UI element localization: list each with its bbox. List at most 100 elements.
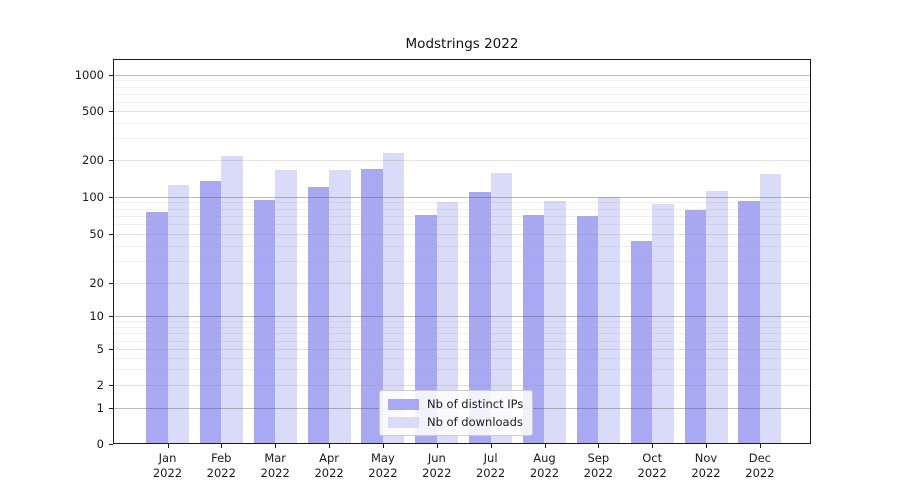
y-tick-label-500: 500 — [82, 104, 104, 119]
bar-downloads-nov — [706, 190, 728, 443]
gridline-8 — [114, 326, 810, 328]
y-tick-label-20: 20 — [89, 275, 104, 290]
y-tick-mark-0 — [109, 444, 113, 445]
x-tick-label-sep: Sep 2022 — [568, 451, 628, 480]
gridline-3 — [114, 369, 810, 371]
x-tick-month: Nov — [694, 451, 718, 465]
bar-distinct-ips-jul — [469, 191, 491, 443]
x-tick-mark-dec — [759, 444, 761, 448]
x-tick-year: 2022 — [529, 465, 560, 480]
y-tick-label-10: 10 — [89, 308, 104, 323]
plot-area: Nb of distinct IPs Nb of downloads — [113, 59, 811, 444]
bar-distinct-ips-sep — [576, 216, 599, 443]
x-tick-month: Feb — [211, 451, 232, 465]
gridline-60 — [114, 224, 810, 226]
x-tick-year: 2022 — [314, 465, 344, 480]
bar-distinct-ips-jan — [146, 212, 168, 443]
y-tick-label-2: 2 — [96, 378, 104, 392]
bar-distinct-ips-dec — [738, 200, 760, 443]
x-tick-month: Aug — [533, 451, 556, 465]
x-tick-year: 2022 — [368, 465, 398, 480]
x-tick-year: 2022 — [637, 465, 667, 480]
gridline-700 — [114, 93, 810, 95]
x-tick-label-aug: Aug 2022 — [515, 451, 575, 480]
x-tick-label-feb: Feb 2022 — [191, 451, 251, 480]
x-tick-year: 2022 — [422, 465, 452, 480]
x-tick-mark-may — [382, 444, 384, 448]
legend-label-downloads: Nb of downloads — [427, 415, 523, 429]
gridline-80 — [114, 208, 810, 210]
legend-swatch-downloads — [388, 416, 419, 428]
y-tick-label-1000: 1000 — [74, 67, 104, 82]
bar-distinct-ips-oct — [630, 241, 653, 443]
x-tick-label-oct: Oct 2022 — [622, 451, 682, 480]
x-tick-mark-nov — [706, 444, 707, 448]
x-tick-mark-aug — [544, 444, 546, 448]
gridline-200 — [114, 159, 810, 161]
bar-distinct-ips-nov — [684, 210, 706, 443]
x-tick-month: Dec — [748, 451, 772, 465]
bar-downloads-jan — [167, 184, 189, 443]
bar-distinct-ips-feb — [199, 180, 222, 443]
y-tick-mark-1000 — [109, 74, 113, 76]
x-tick-label-jun: Jun 2022 — [407, 451, 467, 480]
x-tick-year: 2022 — [583, 465, 613, 480]
y-tick-mark-100 — [109, 196, 113, 198]
gridline-2 — [114, 385, 810, 386]
x-tick-mark-apr — [329, 444, 331, 448]
gridline-20 — [114, 282, 810, 284]
x-tick-mark-sep — [598, 444, 600, 448]
y-tick-mark-20 — [109, 282, 113, 284]
x-tick-month: Jun — [427, 451, 446, 465]
x-tick-label-may: May 2022 — [353, 451, 413, 480]
gridline-70 — [114, 216, 810, 217]
chart-title: Modstrings 2022 — [405, 36, 519, 52]
y-tick-label-200: 200 — [82, 152, 104, 167]
x-tick-mark-oct — [652, 444, 654, 448]
x-tick-mark-jun — [436, 444, 438, 448]
y-tick-mark-1 — [109, 407, 113, 409]
gridline-50 — [114, 234, 810, 236]
y-tick-label-50: 50 — [89, 227, 104, 242]
x-tick-year: 2022 — [745, 465, 775, 480]
x-tick-mark-mar — [275, 444, 277, 448]
y-tick-label-0: 0 — [96, 437, 104, 451]
x-tick-month: Jul — [483, 451, 498, 465]
bar-downloads-oct — [652, 204, 674, 443]
x-tick-month: Jan — [158, 451, 177, 465]
x-tick-year: 2022 — [152, 465, 183, 480]
legend-swatch-distinct-ips — [388, 398, 419, 410]
bar-downloads-jul — [490, 172, 513, 443]
gridline-600 — [114, 101, 810, 103]
x-tick-month: Oct — [642, 451, 663, 465]
gridline-4 — [114, 358, 810, 359]
spine-top — [113, 59, 811, 60]
gridline-300 — [114, 138, 810, 140]
x-tick-month: Apr — [319, 451, 340, 465]
x-tick-label-dec: Dec 2022 — [730, 451, 790, 480]
bar-distinct-ips-apr — [307, 186, 330, 443]
bar-distinct-ips-may — [361, 169, 383, 443]
bar-downloads-aug — [544, 201, 566, 443]
x-tick-label-nov: Nov 2022 — [676, 451, 736, 480]
x-tick-label-apr: Apr 2022 — [299, 451, 359, 480]
gridline-30 — [114, 261, 810, 263]
y-tick-mark-5 — [109, 349, 113, 351]
legend-row-distinct-ips: Nb of distinct IPs — [388, 397, 523, 411]
bar-downloads-sep — [598, 196, 620, 443]
x-tick-year: 2022 — [691, 465, 721, 480]
y-tick-label-5: 5 — [96, 342, 104, 357]
gridline-100 — [114, 196, 810, 198]
x-tick-month: Sep — [587, 451, 610, 465]
y-tick-mark-10 — [109, 315, 113, 317]
x-tick-year: 2022 — [475, 465, 506, 480]
bar-distinct-ips-jun — [415, 215, 437, 443]
gridline-6 — [114, 340, 810, 342]
x-tick-label-mar: Mar 2022 — [245, 451, 305, 480]
gridline-900 — [114, 80, 810, 82]
x-tick-month: Mar — [264, 451, 287, 465]
y-tick-mark-2 — [109, 385, 113, 386]
gridline-800 — [114, 86, 810, 88]
y-tick-mark-500 — [109, 111, 113, 113]
